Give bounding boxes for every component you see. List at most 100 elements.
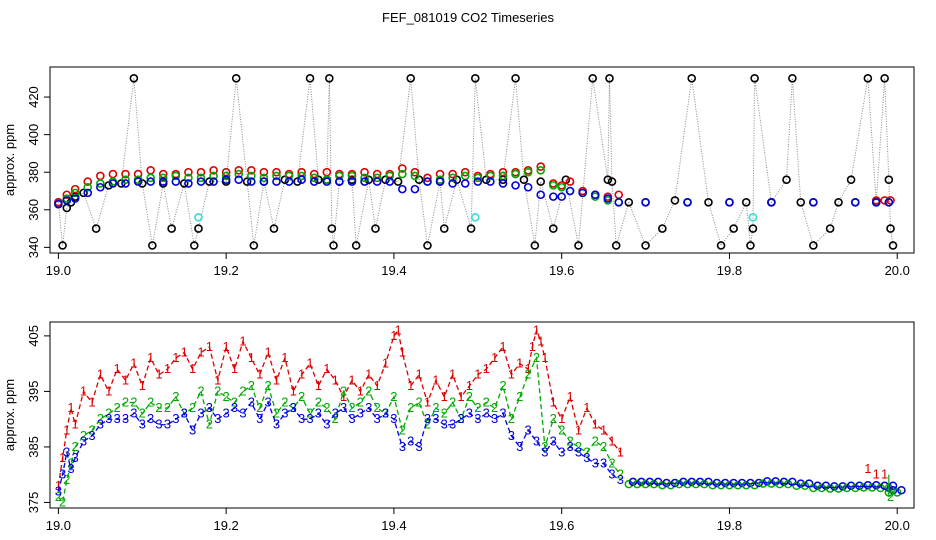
series-2-marker: 2 xyxy=(264,378,271,393)
series-2-marker: 2 xyxy=(206,417,213,432)
black-point xyxy=(536,177,546,186)
blue-point xyxy=(850,197,860,207)
green-point xyxy=(83,182,93,192)
series-1-marker: 1 xyxy=(550,395,557,410)
green-point xyxy=(196,173,206,183)
series-1-marker: 1 xyxy=(63,422,70,437)
green-point xyxy=(158,173,168,183)
black-point xyxy=(605,73,614,83)
green-point xyxy=(536,166,546,175)
blue-point xyxy=(498,179,508,188)
series-1-marker: 1 xyxy=(306,356,313,371)
y-tick-label: 385 xyxy=(26,436,41,458)
series-3-marker: 3 xyxy=(189,422,196,437)
black-point xyxy=(231,73,241,83)
series-3-marker: 3 xyxy=(533,433,540,448)
green-point xyxy=(511,169,520,179)
black-point xyxy=(863,73,873,83)
series-1-marker: 1 xyxy=(382,356,389,371)
series-3-marker: 3 xyxy=(525,422,532,437)
red-point xyxy=(460,167,470,177)
blue-point xyxy=(54,199,63,209)
flat-point xyxy=(741,480,751,490)
green-point xyxy=(221,171,231,181)
series-1-marker: 1 xyxy=(516,356,523,371)
flat-point xyxy=(645,477,655,487)
flat-point xyxy=(674,479,684,489)
green-point xyxy=(347,171,357,181)
series-1-marker: 1 xyxy=(97,367,104,382)
cyan-point xyxy=(470,213,480,222)
series-1-marker: 1 xyxy=(617,444,624,459)
red-point xyxy=(322,167,332,177)
black-point xyxy=(624,197,634,207)
green-point xyxy=(309,173,319,183)
black-point xyxy=(884,175,894,185)
blue-point xyxy=(171,177,181,186)
series-3-marker: 3 xyxy=(508,428,515,443)
series-1-marker: 1 xyxy=(374,378,381,393)
series-2-marker: 2 xyxy=(298,389,305,404)
black-point xyxy=(91,224,101,233)
series-3-marker: 3 xyxy=(172,411,179,426)
green-point xyxy=(121,175,130,185)
series-3-marker: 3 xyxy=(97,417,104,432)
blue-point xyxy=(272,177,281,186)
series-1-marker: 1 xyxy=(164,361,171,376)
series-2-marker: 2 xyxy=(424,417,431,432)
red-point xyxy=(62,190,72,200)
blue-point xyxy=(578,188,587,198)
series-3-marker: 3 xyxy=(67,461,74,476)
blue-point xyxy=(121,179,130,188)
series-2-marker: 2 xyxy=(592,433,599,448)
green-point xyxy=(473,173,483,183)
series-3-marker: 3 xyxy=(340,400,347,415)
series-1-marker: 1 xyxy=(122,372,129,387)
red-point xyxy=(536,162,546,171)
black-point xyxy=(406,73,415,83)
black-point xyxy=(561,175,571,185)
series-1-marker: 1 xyxy=(533,322,540,337)
green-point xyxy=(234,169,244,179)
blue-point xyxy=(62,196,72,205)
chart-title: FEF_081019 CO2 Timeseries xyxy=(382,10,554,25)
series-3-marker: 3 xyxy=(399,439,406,454)
black-point xyxy=(687,73,697,83)
flat-point xyxy=(838,482,847,491)
series-2-marker: 2 xyxy=(88,422,95,437)
series-1-marker: 1 xyxy=(407,378,414,393)
x-tick-label: 20.0 xyxy=(885,518,910,533)
series-2-marker: 2 xyxy=(55,489,62,504)
flat-point xyxy=(775,479,785,489)
bottom-plot-box xyxy=(49,321,915,509)
x-tick-label: 19.8 xyxy=(717,263,742,278)
series-2-line xyxy=(57,355,621,505)
series-2-marker: 2 xyxy=(516,389,523,404)
series-1-marker: 1 xyxy=(424,395,431,410)
series-2-marker: 2 xyxy=(273,406,280,421)
black-point xyxy=(834,197,843,207)
red-point xyxy=(614,190,624,200)
flat-point xyxy=(683,479,692,489)
series-3-marker: 3 xyxy=(608,467,615,482)
series-2-marker: 2 xyxy=(407,400,414,415)
series-3-marker: 3 xyxy=(59,467,66,482)
series-3-marker: 3 xyxy=(197,406,204,421)
series-2-marker: 2 xyxy=(113,400,120,415)
series-1-marker: 1 xyxy=(315,378,322,393)
black-point xyxy=(205,177,214,186)
series-1-marker: 1 xyxy=(529,339,536,354)
series-1-marker: 1 xyxy=(466,378,473,393)
series-1-marker: 1 xyxy=(537,333,544,348)
green-point xyxy=(486,171,495,181)
blue-point xyxy=(523,182,533,192)
blue-point xyxy=(209,177,218,186)
black-point xyxy=(704,197,713,207)
series-3-marker: 3 xyxy=(474,411,481,426)
series-1-marker: 1 xyxy=(189,361,196,376)
black-point xyxy=(194,224,203,233)
series-2-marker: 2 xyxy=(348,400,355,415)
flat-point xyxy=(796,479,806,488)
series-1-marker: 1 xyxy=(390,328,397,343)
